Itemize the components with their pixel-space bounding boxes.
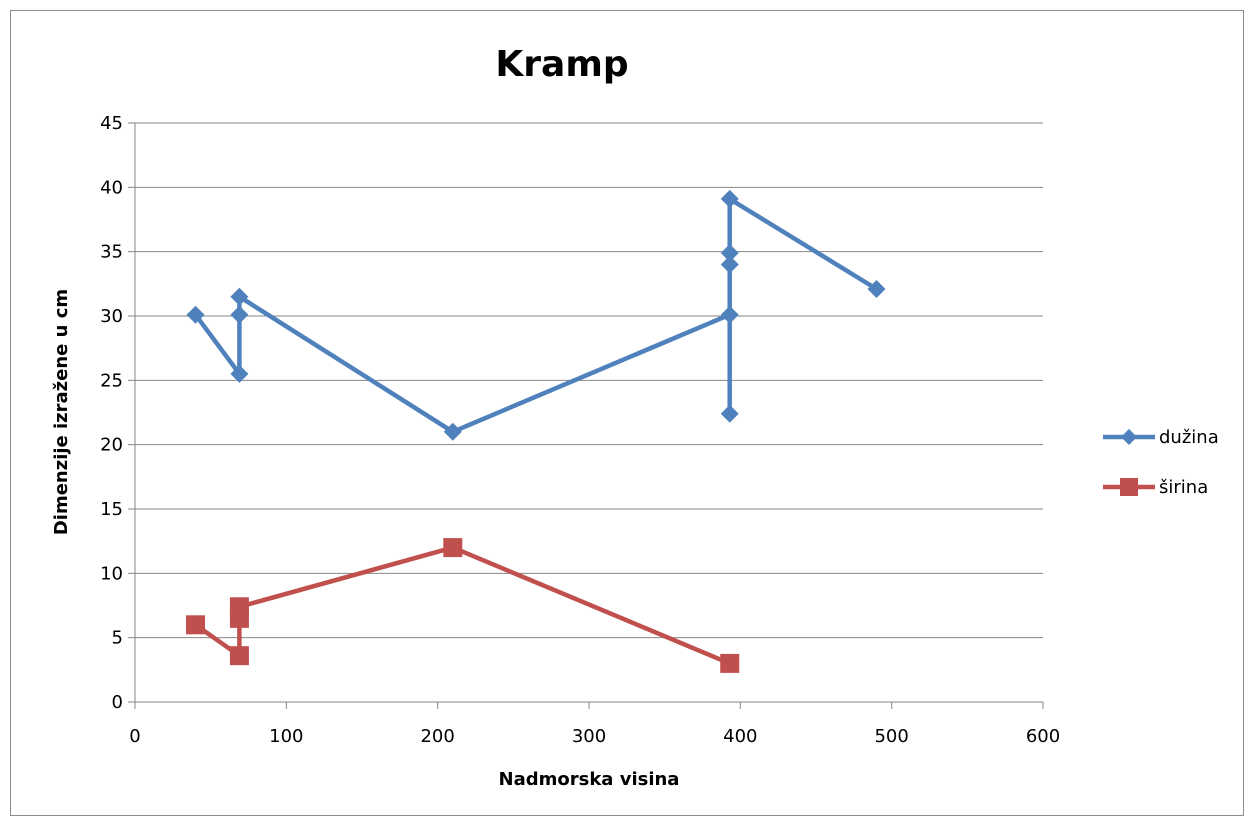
y-tick-label: 35 <box>100 242 123 263</box>
data-point <box>230 305 249 324</box>
y-tick-label: 25 <box>100 370 123 391</box>
data-point <box>720 404 739 423</box>
legend-label: širina <box>1159 477 1208 498</box>
x-tick-label: 500 <box>874 726 908 747</box>
series-line <box>193 196 878 435</box>
data-point <box>186 615 206 635</box>
data-point <box>443 538 463 558</box>
chart-frame <box>10 10 1244 816</box>
gridlines <box>135 122 1043 639</box>
y-tick-label: 5 <box>112 628 123 649</box>
data-point <box>720 255 739 274</box>
y-axis-title: Dimenzije izražene u cm <box>51 289 72 535</box>
series-layer <box>186 189 886 673</box>
data-point <box>1121 429 1137 445</box>
data-point <box>229 597 249 617</box>
data-point <box>720 243 739 262</box>
x-tick-label: 0 <box>129 726 140 747</box>
data-point <box>720 305 739 324</box>
y-tick-label: 10 <box>100 563 123 584</box>
series-širina <box>186 538 740 673</box>
x-tick-label: 400 <box>723 726 757 747</box>
series-dužina <box>186 189 886 441</box>
data-point <box>1120 478 1138 496</box>
legend-item: širina <box>1103 477 1208 498</box>
legend: dužina širina <box>1103 427 1219 498</box>
data-point <box>230 364 249 383</box>
x-tick-label: 300 <box>572 726 606 747</box>
data-point <box>720 189 739 208</box>
legend-item: dužina <box>1103 427 1219 448</box>
axes <box>128 122 1044 709</box>
x-axis-title: Nadmorska visina <box>499 769 680 790</box>
data-point <box>186 305 205 324</box>
data-point <box>720 653 740 673</box>
x-tick-label: 100 <box>269 726 303 747</box>
x-tick-label: 600 <box>1026 726 1060 747</box>
legend-label: dužina <box>1159 427 1219 448</box>
y-tick-label: 45 <box>100 113 123 134</box>
y-tick-label: 0 <box>112 692 123 713</box>
chart-title: Kramp <box>495 44 628 85</box>
y-tick-label: 20 <box>100 435 123 456</box>
y-tick-label: 15 <box>100 499 123 520</box>
series-line <box>194 545 731 666</box>
y-tick-labels: 0 5 10 15 20 25 30 35 40 45 <box>100 113 123 713</box>
data-point <box>229 646 249 666</box>
y-tick-label: 30 <box>100 306 123 327</box>
y-tick-label: 40 <box>100 177 123 198</box>
data-point <box>230 287 249 306</box>
data-point <box>867 279 886 298</box>
x-tick-labels: 0 100 200 300 400 500 600 <box>129 726 1060 747</box>
x-tick-label: 200 <box>420 726 454 747</box>
data-point <box>443 422 462 441</box>
